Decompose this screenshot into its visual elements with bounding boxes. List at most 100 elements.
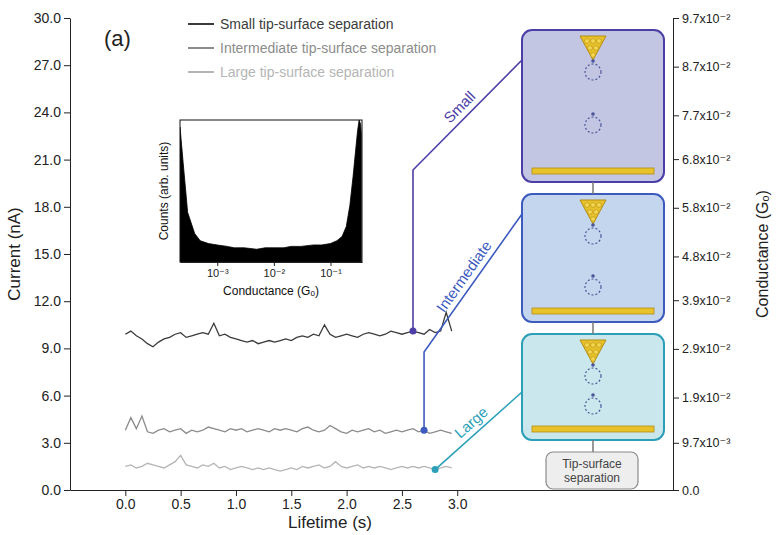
tick-label: 1.9x10⁻² bbox=[682, 391, 730, 405]
inset-background bbox=[180, 120, 362, 262]
tick: 0.0 bbox=[42, 482, 70, 498]
axis-line bbox=[181, 262, 363, 263]
tick: 1.5 bbox=[282, 490, 302, 512]
legend-label: Large tip-surface separation bbox=[220, 64, 394, 80]
tick: 2.0 bbox=[337, 490, 357, 512]
inset-x-axis: 10⁻³ 10⁻² 10⁻¹ bbox=[181, 262, 363, 279]
tick-label: 8.7x10⁻² bbox=[682, 60, 730, 74]
tip-atom bbox=[594, 350, 599, 355]
tick-mark bbox=[64, 254, 70, 255]
tick: 9.7x10⁻² bbox=[673, 12, 730, 26]
inset-y-axis-title: Counts (arb. units) bbox=[157, 142, 171, 241]
plot-area bbox=[125, 312, 451, 471]
tick-mark bbox=[673, 208, 679, 209]
tick-mark bbox=[330, 262, 331, 266]
tick-label: 9.7x10⁻² bbox=[682, 12, 730, 26]
legend-label: Intermediate tip-surface separation bbox=[220, 40, 436, 56]
tip-atom bbox=[585, 203, 590, 208]
separation-label: Tip-surfaceseparation bbox=[562, 457, 622, 485]
tick-mark bbox=[673, 115, 679, 116]
tick-label: 3.0 bbox=[42, 435, 62, 451]
y2-axis-title: Conductance (Gₒ) bbox=[754, 190, 771, 318]
tick: 6.8x10⁻² bbox=[673, 153, 730, 167]
tick-mark bbox=[673, 349, 679, 350]
panel-label: (a) bbox=[104, 26, 131, 51]
tick-label: 2.5 bbox=[393, 496, 413, 512]
tip-atom bbox=[588, 350, 593, 355]
legend-label: Small tip-surface separation bbox=[220, 16, 394, 32]
tip-atom bbox=[591, 53, 596, 58]
tick-mark bbox=[673, 443, 679, 444]
legend: Small tip-surface separation Intermediate… bbox=[188, 16, 436, 80]
tip-atom bbox=[597, 203, 602, 208]
tick-label: 9.7x10⁻³ bbox=[682, 436, 730, 450]
tick: 27.0 bbox=[34, 57, 70, 73]
connector bbox=[592, 322, 594, 334]
schematic-box bbox=[522, 194, 664, 322]
tick-label: 27.0 bbox=[34, 57, 61, 73]
series-line bbox=[125, 416, 451, 433]
legend-swatch bbox=[188, 71, 214, 73]
tick-mark bbox=[673, 398, 679, 399]
surface bbox=[532, 426, 654, 432]
tick-label: 30.0 bbox=[34, 10, 61, 26]
tip-atom bbox=[588, 46, 593, 51]
chart-container: 0.03.06.09.012.015.018.021.024.027.030.0… bbox=[0, 0, 780, 535]
x-axis-title: Lifetime (s) bbox=[288, 513, 372, 532]
tick: 6.0 bbox=[42, 388, 70, 404]
legend-swatch bbox=[188, 47, 214, 49]
tick-label: 10⁻¹ bbox=[320, 267, 342, 279]
molecule-atom bbox=[591, 274, 595, 278]
tick-mark bbox=[64, 348, 70, 349]
tick-mark bbox=[64, 207, 70, 208]
annotation: Large bbox=[451, 403, 491, 441]
tip-atom bbox=[594, 210, 599, 215]
tick-mark bbox=[64, 160, 70, 161]
tick-label: 10⁻² bbox=[264, 267, 286, 279]
legend-swatch bbox=[188, 23, 214, 25]
surface bbox=[532, 308, 654, 314]
tick-label: 6.0 bbox=[42, 388, 62, 404]
tick: 0.0 bbox=[116, 490, 136, 512]
molecule-ring bbox=[585, 279, 601, 295]
molecule-ring bbox=[585, 117, 601, 133]
tick: 5.8x10⁻² bbox=[673, 201, 730, 215]
tick-label: 0.0 bbox=[116, 496, 136, 512]
molecule-atom bbox=[591, 112, 595, 116]
tip bbox=[580, 200, 606, 224]
annotation: Intermediate bbox=[433, 237, 495, 315]
schematic-box bbox=[522, 334, 664, 440]
leader-dot bbox=[432, 466, 439, 473]
tip-atom bbox=[591, 39, 596, 44]
tick-mark bbox=[64, 490, 70, 491]
tick: 24.0 bbox=[34, 104, 70, 120]
tick: 18.0 bbox=[34, 199, 70, 215]
chart-svg: 0.03.06.09.012.015.018.021.024.027.030.0… bbox=[0, 0, 780, 535]
tick-label: 2.0 bbox=[337, 496, 357, 512]
tip-atom bbox=[591, 357, 596, 362]
series-line bbox=[125, 455, 451, 471]
tick: 12.0 bbox=[34, 293, 70, 309]
tick: 4.8x10⁻² bbox=[673, 250, 730, 264]
tick: 10⁻¹ bbox=[320, 262, 342, 279]
tip bbox=[580, 340, 606, 364]
y-axis: 0.03.06.09.012.015.018.021.024.027.030.0 bbox=[34, 10, 71, 498]
tick: 1.9x10⁻² bbox=[673, 391, 730, 405]
tick: 8.7x10⁻² bbox=[673, 60, 730, 74]
tick: 10⁻³ bbox=[207, 262, 229, 279]
tick-mark bbox=[673, 300, 679, 301]
tick: 30.0 bbox=[34, 10, 70, 26]
tick: 9.0 bbox=[42, 340, 70, 356]
tick-mark bbox=[673, 159, 679, 160]
leader-line bbox=[424, 214, 522, 430]
tick-mark bbox=[64, 18, 70, 19]
molecule-atom bbox=[591, 393, 595, 397]
tick-label: 4.8x10⁻² bbox=[682, 250, 730, 264]
tick-label: 2.9x10⁻² bbox=[682, 342, 730, 356]
tick-mark bbox=[64, 65, 70, 66]
tick: 3.0 bbox=[448, 490, 468, 512]
molecule-ring bbox=[585, 398, 601, 414]
tick-label: 24.0 bbox=[34, 104, 61, 120]
tick: 2.5 bbox=[393, 490, 413, 512]
tick-mark bbox=[64, 396, 70, 397]
